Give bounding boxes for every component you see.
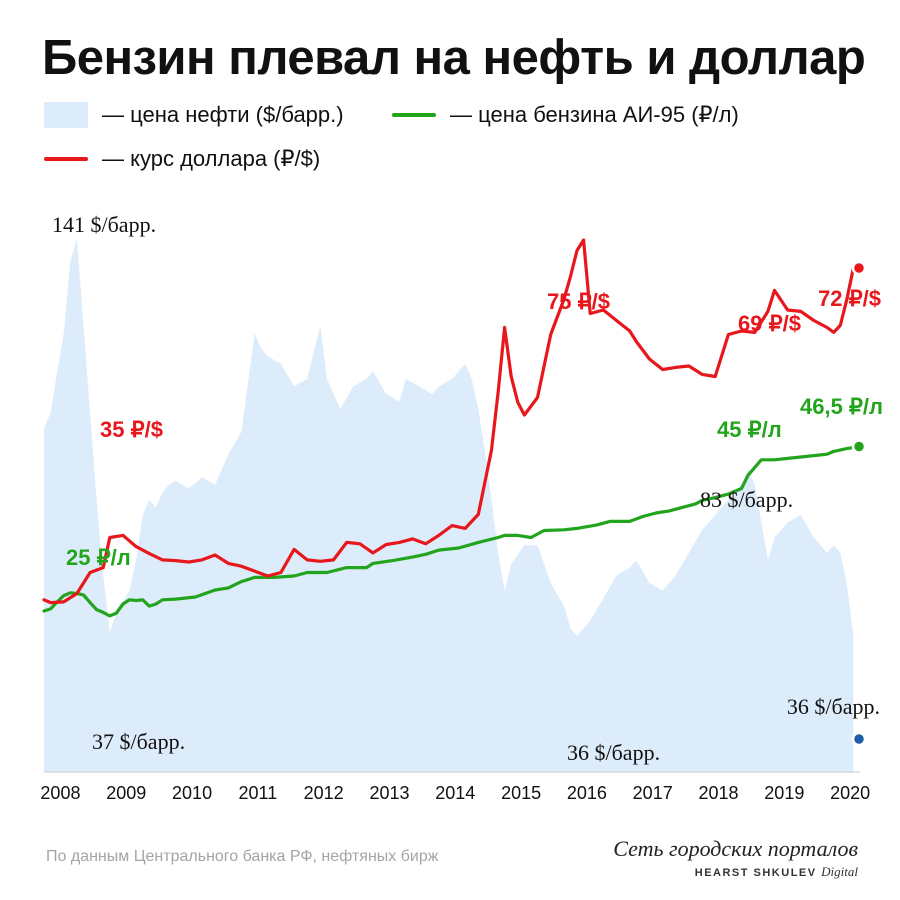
brand-sub-main: HEARST SHKULEV (694, 867, 817, 879)
value-annotation: 45 ₽/л (717, 417, 782, 442)
usd-rate-line (42, 238, 855, 605)
x-tick-label: 2008 (40, 783, 80, 803)
oil-price-area (44, 239, 854, 772)
legend-swatch-oil (44, 102, 88, 128)
legend-item-petrol: — цена бензина АИ-95 (₽/л) (392, 102, 739, 128)
x-tick-label: 2019 (764, 783, 804, 803)
value-annotation: 36 $/барр. (567, 740, 660, 765)
value-annotation: 25 ₽/л (66, 545, 131, 570)
series-end-marker (851, 731, 867, 747)
value-annotation: 35 ₽/$ (100, 417, 163, 442)
x-tick-label: 2015 (501, 783, 541, 803)
legend-swatch-petrol (392, 113, 436, 117)
value-annotation: 46,5 ₽/л (800, 394, 883, 419)
petrol-price-line (42, 444, 862, 618)
x-tick-label: 2013 (369, 783, 409, 803)
value-annotation: 69 ₽/$ (738, 311, 801, 336)
brand-sub: HEARST SHKULEV Digital (613, 864, 858, 880)
value-annotation: 75 ₽/$ (547, 289, 610, 314)
x-tick-label: 2009 (106, 783, 146, 803)
x-tick-label: 2016 (567, 783, 607, 803)
x-tick-label: 2011 (239, 783, 278, 803)
value-annotation: 141 $/барр. (52, 212, 156, 237)
series-end-marker (851, 260, 867, 276)
value-annotation: 36 $/барр. (787, 694, 880, 719)
brand-logo: Сеть городских порталов HEARST SHKULEV D… (613, 836, 858, 880)
brand-name: Сеть городских порталов (613, 836, 858, 861)
x-tick-label: 2014 (435, 783, 475, 803)
value-annotation: 72 ₽/$ (818, 286, 881, 311)
x-tick-label: 2018 (698, 783, 738, 803)
legend-swatch-usd (44, 157, 88, 161)
series-end-marker (851, 439, 867, 454)
x-tick-label: 2020 (830, 783, 870, 803)
value-annotation: 37 $/барр. (92, 729, 185, 754)
x-tick-label: 2012 (304, 783, 344, 803)
page-title: Бензин плевал на нефть и доллар (42, 31, 866, 85)
legend-label-oil: — цена нефти ($/барр.) (102, 102, 344, 127)
legend-label-usd: — курс доллара (₽/$) (102, 146, 321, 171)
legend-label-petrol: — цена бензина АИ-95 (₽/л) (450, 102, 739, 127)
legend-item-oil: — цена нефти ($/барр.) (44, 102, 344, 128)
legend-item-usd: — курс доллара (₽/$) (44, 146, 320, 172)
value-annotation: 83 $/барр. (700, 487, 793, 512)
x-tick-label: 2010 (172, 783, 212, 803)
source-note: По данным Центрального банка РФ, нефтяны… (46, 848, 439, 865)
brand-sub-italic: Digital (821, 864, 858, 879)
x-tick-label: 2017 (633, 783, 673, 803)
